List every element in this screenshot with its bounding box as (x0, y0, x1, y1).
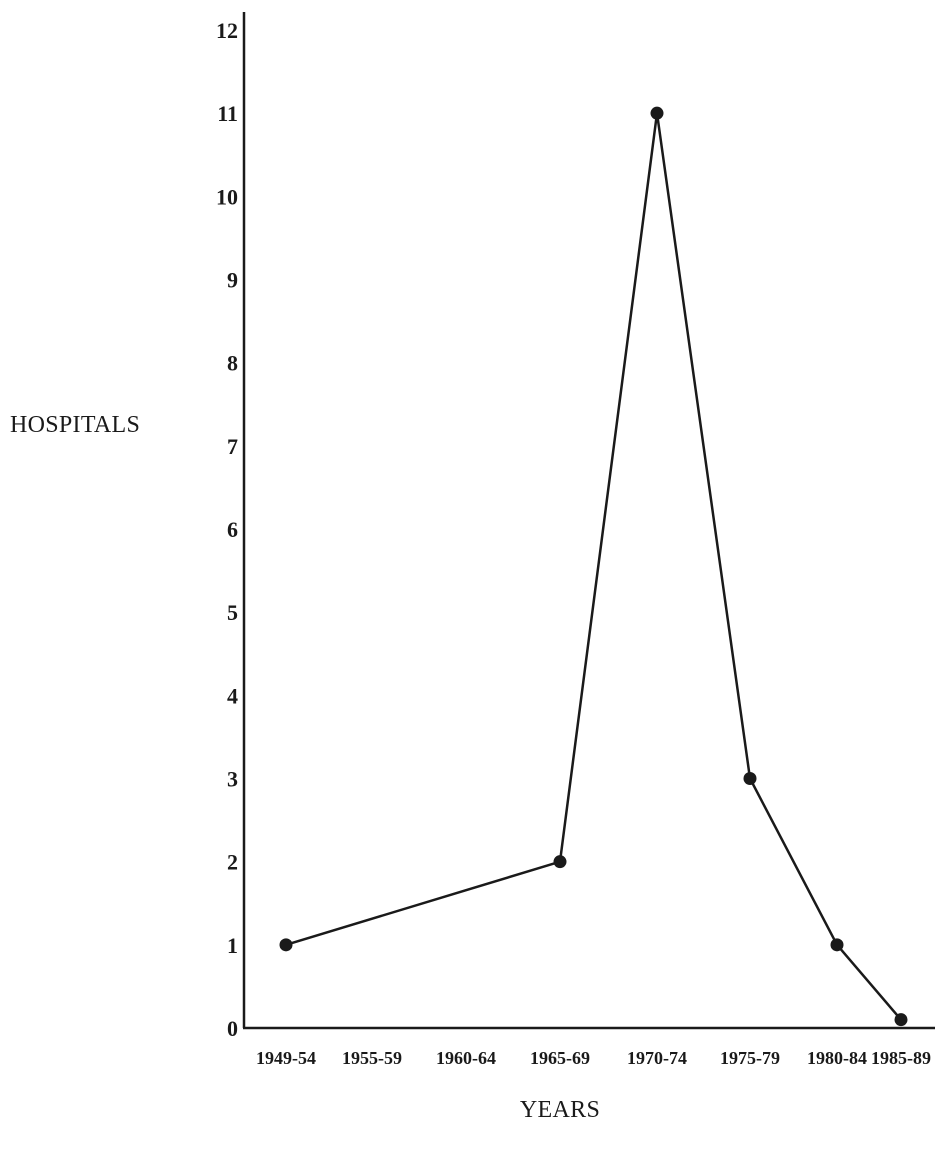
y-tick-label: 6 (227, 517, 238, 542)
data-point (279, 938, 293, 952)
y-tick-label: 3 (227, 767, 238, 792)
x-tick-label: 1980-84 (807, 1048, 867, 1068)
y-axis-label: HOSPITALS (10, 412, 141, 438)
x-tick-label: 1955-59 (342, 1048, 402, 1068)
x-ticks: 1949-54 1955-59 1960-64 1965-69 1970-74 1975-… (256, 1048, 931, 1068)
y-tick-label: 9 (227, 268, 238, 293)
x-axis-label: YEARS (519, 1097, 601, 1123)
x-tick-label: 1949-54 (256, 1048, 316, 1068)
data-point (553, 855, 567, 869)
x-tick-label: 1970-74 (627, 1048, 687, 1068)
data-point (894, 1013, 908, 1027)
x-tick-label: 1985-89 (871, 1048, 931, 1068)
x-tick-label: 1965-69 (530, 1048, 590, 1068)
data-point (743, 772, 757, 785)
y-tick-label: 5 (227, 600, 238, 625)
x-tick-label: 1975-79 (720, 1048, 780, 1068)
axes (242, 12, 935, 1030)
y-tick-label: 11 (217, 101, 238, 126)
y-tick-label: 0 (227, 1016, 238, 1041)
y-tick-label: 7 (227, 434, 238, 459)
y-tick-label: 10 (216, 184, 238, 209)
data-point (650, 106, 664, 120)
y-tick-label: 1 (227, 933, 238, 958)
x-tick-label: 1960-64 (436, 1048, 496, 1068)
data-point (830, 938, 844, 952)
y-tick-label: 12 (216, 18, 238, 43)
y-tick-label: 4 (227, 683, 238, 708)
series (279, 106, 908, 1027)
series-line (285, 112, 902, 1021)
y-tick-label: 2 (227, 850, 238, 875)
y-tick-label: 8 (227, 351, 238, 376)
